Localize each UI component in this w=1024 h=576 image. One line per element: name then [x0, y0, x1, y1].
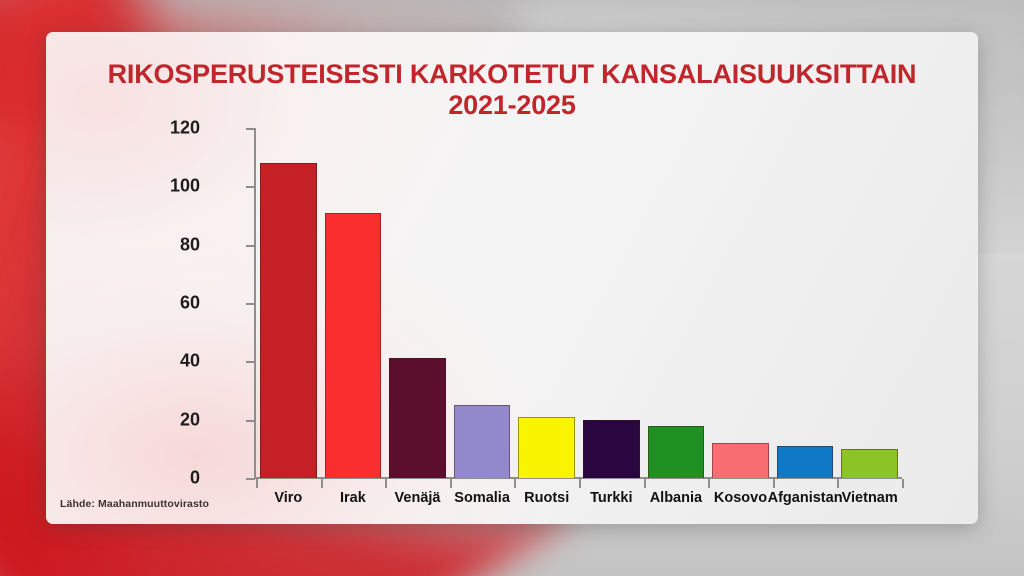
y-tick-mark [246, 128, 255, 130]
y-axis-line [254, 128, 256, 478]
x-tick-label: Turkki [590, 490, 633, 506]
bar-slot [256, 122, 321, 478]
bar[interactable] [841, 448, 898, 478]
bar[interactable] [712, 443, 769, 478]
y-tick-mark [246, 361, 255, 364]
bar-slot [514, 122, 579, 478]
chart-title-line-1: RIKOSPERUSTEISESTI KARKOTETUT KANSALAISU… [107, 59, 917, 89]
x-tick-mark [772, 479, 775, 488]
chart-title: RIKOSPERUSTEISESTI KARKOTETUT KANSALAISU… [46, 59, 978, 121]
bar-slot [321, 122, 386, 478]
bar[interactable] [647, 425, 705, 478]
bar-slot [644, 122, 709, 478]
x-tick-label: Venäjä [394, 490, 441, 506]
x-tick-label: Kosovo [713, 490, 768, 506]
source-note: Lähde: Maahanmuuttovirasto [60, 498, 210, 510]
bar-slot [837, 122, 902, 478]
bar-series [256, 122, 902, 478]
x-tick-mark [643, 479, 646, 488]
bar-slot [579, 122, 644, 478]
bar[interactable] [260, 163, 317, 478]
y-tick-label: 0 [189, 467, 200, 488]
x-tick-mark [449, 479, 452, 488]
x-tick-mark [256, 479, 258, 488]
y-tick-mark [246, 244, 255, 247]
y-tick-label: 60 [179, 292, 200, 313]
y-tick-mark [246, 186, 255, 189]
y-tick-label: 100 [169, 175, 200, 196]
x-tick-mark [579, 479, 581, 488]
x-tick-label: Viro [274, 490, 303, 506]
bar[interactable] [324, 212, 382, 478]
y-tick-label: 120 [169, 117, 200, 138]
bar-slot [450, 122, 515, 478]
x-tick-label: Ruotsi [524, 490, 570, 506]
y-tick-mark [246, 419, 255, 422]
bar[interactable] [389, 358, 446, 478]
bar-slot [708, 122, 773, 478]
bar[interactable] [776, 445, 834, 478]
bar-slot [385, 122, 450, 478]
x-tick-label: Albania [649, 490, 703, 506]
y-tick-mark [246, 303, 255, 305]
bar[interactable] [453, 405, 511, 478]
bar[interactable] [518, 416, 575, 478]
y-tick-label: 20 [179, 409, 200, 430]
x-tick-label: Afganistan [767, 490, 843, 506]
x-tick-label: Irak [339, 490, 366, 506]
x-axis-line [254, 477, 902, 479]
chart-title-line-2: 2021-2025 [448, 90, 576, 120]
y-tick-label: 80 [179, 234, 200, 255]
bar-slot [773, 122, 838, 478]
y-tick-label: 40 [179, 350, 200, 371]
x-tick-mark [837, 479, 840, 488]
x-tick-mark [320, 479, 323, 488]
x-tick-mark [902, 479, 904, 488]
x-tick-mark [514, 479, 517, 488]
x-tick-mark [708, 479, 711, 488]
chart-card: RIKOSPERUSTEISESTI KARKOTETUT KANSALAISU… [46, 32, 978, 524]
y-tick-mark [246, 478, 255, 480]
bar[interactable] [583, 419, 640, 478]
x-tick-label: Somalia [454, 490, 510, 506]
x-tick-label: Vietnam [841, 490, 898, 506]
bar-chart-plot: 0 20 40 60 80 100 120 Viro Irak Venäjä Somalia Ruo… [170, 118, 908, 506]
x-tick-mark [385, 479, 388, 488]
